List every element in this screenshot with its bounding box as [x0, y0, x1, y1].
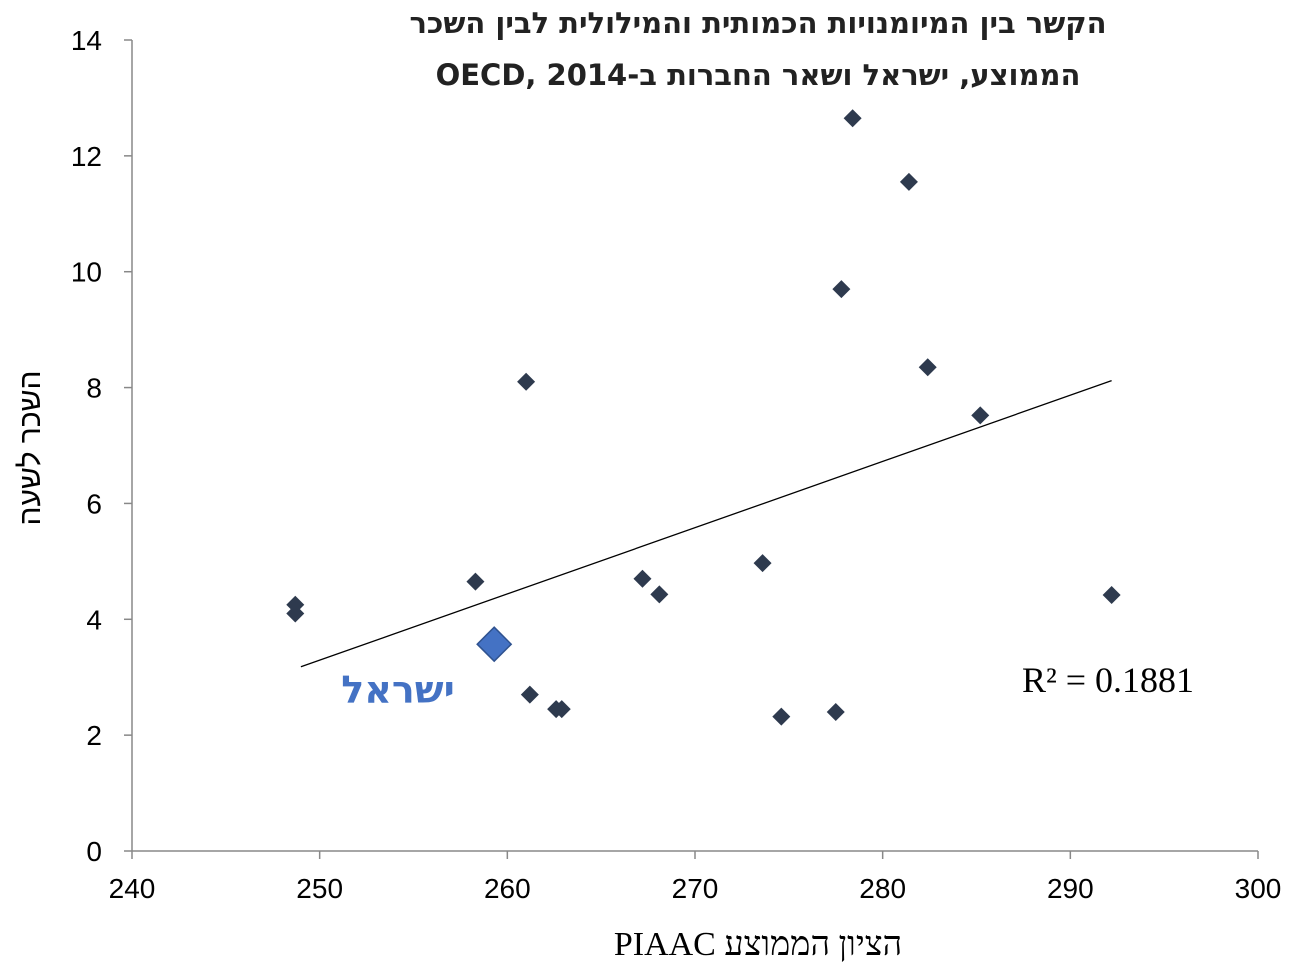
data-point: [899, 172, 918, 191]
data-point: [753, 554, 772, 573]
y-tick-label: 12: [71, 141, 102, 172]
x-tick-label: 280: [859, 873, 906, 904]
x-tick-label: 260: [484, 873, 531, 904]
data-point: [520, 685, 539, 704]
y-tick-label: 2: [86, 720, 102, 751]
israel-data-point: [476, 626, 513, 663]
y-tick-label: 10: [71, 257, 102, 288]
highlight-point: [476, 626, 513, 663]
x-tick-label: 290: [1047, 873, 1094, 904]
chart-title-line-1: הקשר בין המיומנויות הכמותית והמילולית לב…: [409, 6, 1106, 40]
data-point: [918, 358, 937, 377]
r-squared-label: R² = 0.1881: [1022, 660, 1194, 700]
y-tick-label: 6: [86, 488, 102, 519]
y-tick-label: 4: [86, 604, 102, 635]
x-axis-ticks: 240 250 260 270 280 290 300: [109, 851, 1282, 904]
data-point: [971, 406, 990, 425]
x-tick-label: 240: [109, 873, 156, 904]
data-point: [633, 569, 652, 588]
data-point: [826, 702, 845, 721]
y-tick-label: 14: [71, 25, 102, 56]
data-point: [843, 109, 862, 128]
x-tick-label: 270: [672, 873, 719, 904]
y-axis-label: השכר לשעה: [14, 371, 47, 526]
data-point: [772, 707, 791, 726]
x-tick-label: 300: [1235, 873, 1282, 904]
chart-title-line-2: הממוצע, ישראל ושאר החברות ב-OECD, 2014: [436, 58, 1081, 92]
data-point: [286, 604, 305, 623]
data-point: [552, 700, 571, 719]
data-points: [286, 109, 1121, 726]
x-tick-label: 250: [296, 873, 343, 904]
trendline: [300, 380, 1112, 668]
y-axis-ticks: 0 2 4 6 8 10 12 14: [71, 25, 132, 867]
israel-label: ישראל: [341, 668, 455, 712]
x-axis-label: הציון הממוצע PIAAC: [614, 926, 902, 963]
data-point: [517, 372, 536, 391]
y-tick-label: 8: [86, 373, 102, 404]
data-point: [466, 572, 485, 591]
data-point: [832, 280, 851, 299]
y-tick-label: 0: [86, 836, 102, 867]
axes: [131, 40, 1258, 852]
trendline-line: [300, 380, 1112, 668]
data-point: [650, 585, 669, 604]
data-point: [1102, 585, 1121, 604]
